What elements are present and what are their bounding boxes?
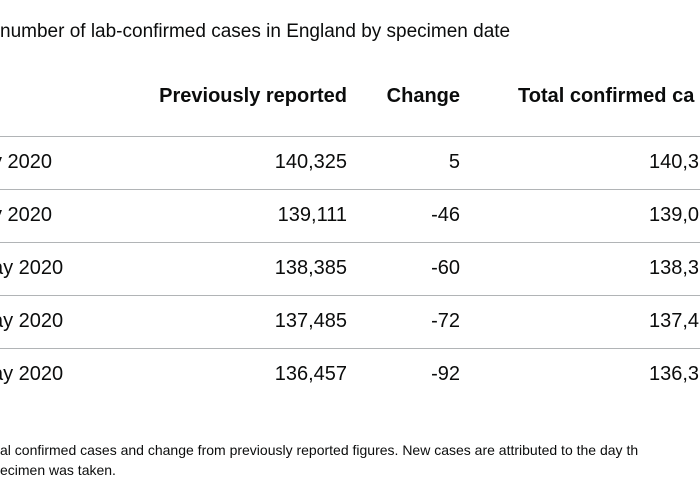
header-previously-reported: Previously reported (159, 85, 347, 107)
cell-previously-reported: 137,485 (274, 310, 347, 332)
table-row: ay 2020 138,385 -60 138,3 (0, 243, 700, 296)
footnote-line: ecimen was taken. (0, 462, 116, 478)
table-caption: number of lab-confirmed cases in England… (0, 21, 511, 42)
table-row: y 2020 140,325 5 140,3 (0, 137, 700, 190)
cell-total: 140,3 (649, 151, 700, 173)
cell-date: y 2020 (0, 151, 53, 173)
cell-change: 5 (448, 151, 460, 173)
footnote-line: al confirmed cases and change from previ… (0, 442, 639, 458)
cell-total: 136,3 (649, 363, 700, 385)
cell-date: ay 2020 (0, 257, 64, 279)
cell-total: 139,0 (649, 204, 700, 226)
table-row: y 2020 139,111 -46 139,0 (0, 190, 700, 243)
table-header-row: Previously reported Change Total confirm… (0, 72, 700, 137)
cell-date: y 2020 (0, 204, 53, 226)
cell-date: ay 2020 (0, 363, 64, 385)
header-change: Change (386, 85, 460, 107)
cell-change: -92 (431, 363, 460, 385)
cell-change: -46 (431, 204, 460, 226)
table-row: ay 2020 137,485 -72 137,4 (0, 296, 700, 349)
cases-table: Previously reported Change Total confirm… (0, 72, 700, 400)
cell-previously-reported: 140,325 (274, 151, 347, 173)
table-row: ay 2020 136,457 -92 136,3 (0, 349, 700, 400)
cell-previously-reported: 138,385 (274, 257, 347, 279)
cell-previously-reported: 136,457 (274, 363, 347, 385)
cell-change: -72 (431, 310, 460, 332)
cell-date: ay 2020 (0, 310, 64, 332)
cell-total: 137,4 (649, 310, 700, 332)
cell-total: 138,3 (649, 257, 700, 279)
cell-previously-reported: 139,111 (277, 204, 347, 226)
table-footnote: al confirmed cases and change from previ… (0, 440, 700, 480)
header-total-confirmed: Total confirmed ca (518, 85, 695, 107)
cell-change: -60 (431, 257, 460, 279)
